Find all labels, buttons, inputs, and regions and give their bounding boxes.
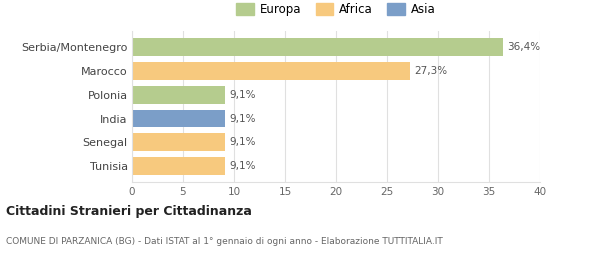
Bar bbox=[132, 86, 225, 104]
Text: 27,3%: 27,3% bbox=[415, 66, 448, 76]
Text: COMUNE DI PARZANICA (BG) - Dati ISTAT al 1° gennaio di ogni anno - Elaborazione : COMUNE DI PARZANICA (BG) - Dati ISTAT al… bbox=[6, 237, 443, 246]
Bar bbox=[132, 109, 225, 127]
Bar bbox=[132, 62, 410, 80]
Text: Cittadini Stranieri per Cittadinanza: Cittadini Stranieri per Cittadinanza bbox=[6, 205, 252, 218]
Text: 9,1%: 9,1% bbox=[229, 114, 256, 124]
Text: 36,4%: 36,4% bbox=[508, 42, 541, 52]
Text: 9,1%: 9,1% bbox=[229, 90, 256, 100]
Text: 9,1%: 9,1% bbox=[229, 161, 256, 171]
Bar bbox=[132, 133, 225, 151]
Bar bbox=[132, 157, 225, 175]
Bar bbox=[132, 38, 503, 56]
Legend: Europa, Africa, Asia: Europa, Africa, Asia bbox=[233, 0, 439, 19]
Text: 9,1%: 9,1% bbox=[229, 137, 256, 147]
